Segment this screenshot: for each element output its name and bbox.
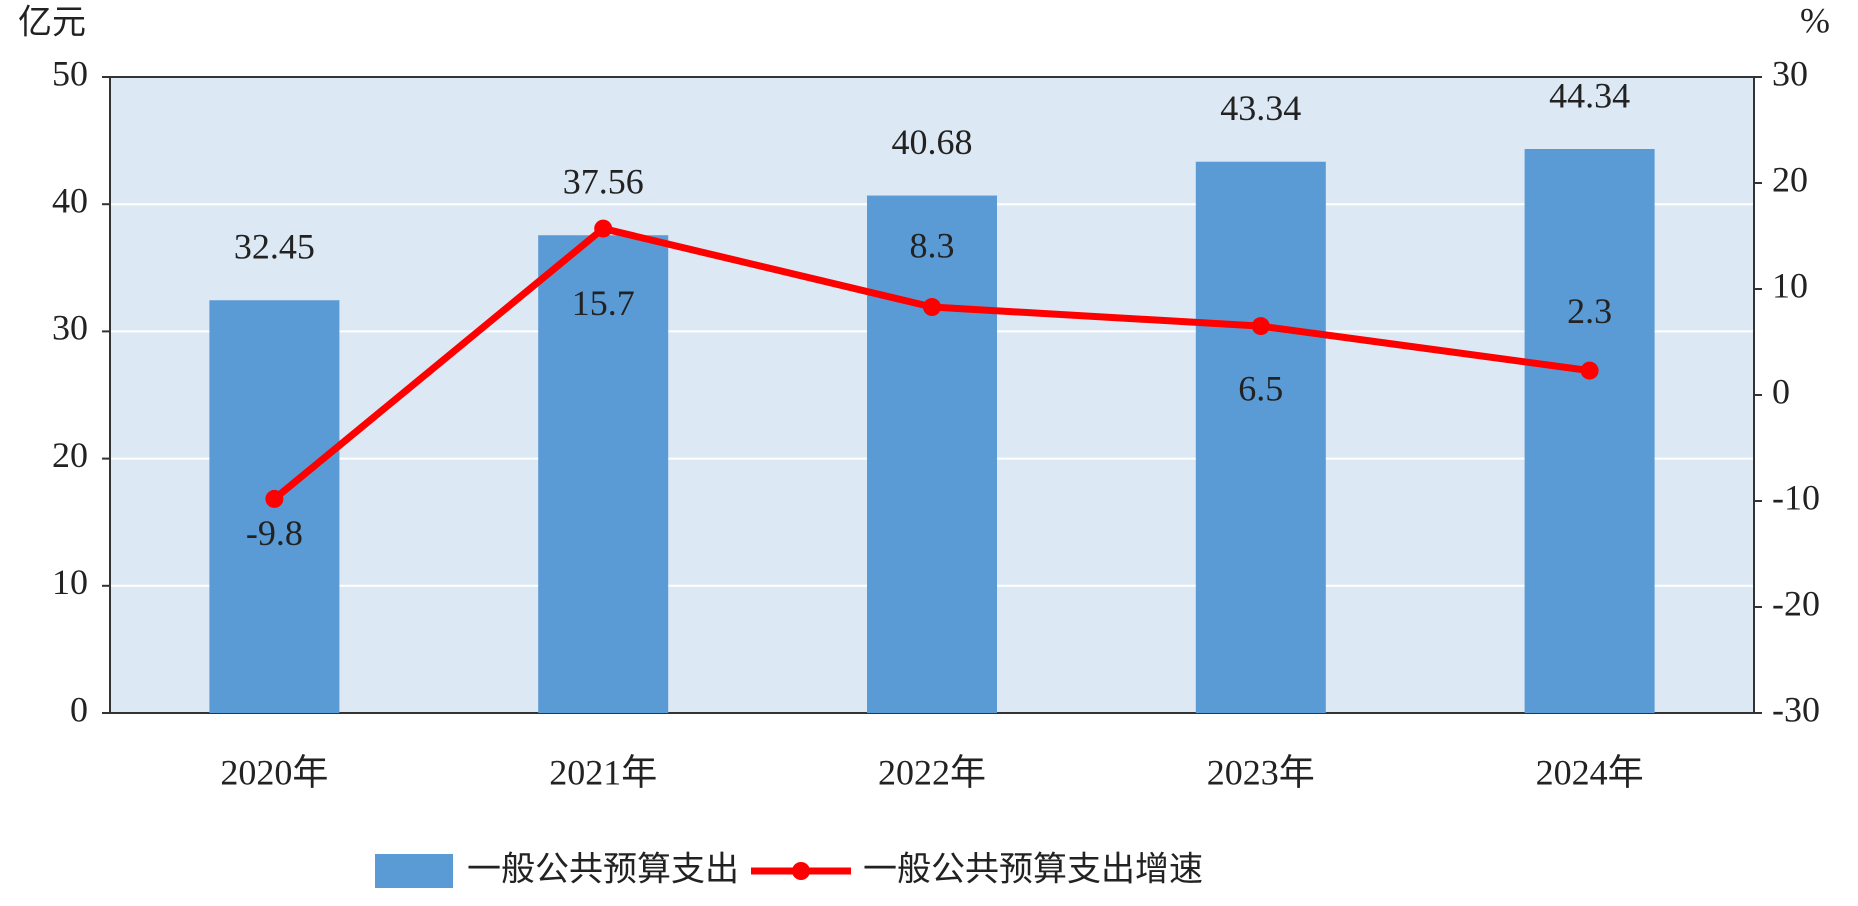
line-marker bbox=[1580, 361, 1599, 380]
bar bbox=[867, 195, 997, 713]
legend-label: 一般公共预算支出增速 bbox=[863, 850, 1203, 890]
y2-tick-label: -10 bbox=[1772, 477, 1820, 517]
line-value-label: 6.5 bbox=[1238, 368, 1283, 408]
line-marker bbox=[923, 298, 941, 317]
x-tick-label: 2024年 bbox=[1536, 752, 1644, 792]
bar-value-label: 40.68 bbox=[892, 122, 973, 162]
y-tick-label: 10 bbox=[52, 562, 88, 602]
legend-marker bbox=[792, 862, 810, 880]
y-tick-label: 0 bbox=[70, 689, 88, 729]
line-value-label: 15.7 bbox=[572, 283, 635, 323]
y-axis-label: 亿元 bbox=[18, 3, 86, 43]
y2-axis-label: % bbox=[1800, 0, 1830, 40]
y2-tick-label: -30 bbox=[1772, 689, 1820, 729]
y2-tick-label: 0 bbox=[1772, 371, 1790, 411]
y-tick-label: 40 bbox=[52, 180, 88, 220]
bar-value-label: 43.34 bbox=[1220, 88, 1301, 128]
line-value-label: 2.3 bbox=[1567, 291, 1612, 331]
y-tick-label: 50 bbox=[52, 53, 88, 93]
bar bbox=[1195, 161, 1326, 713]
y2-tick-label: 30 bbox=[1772, 53, 1808, 93]
y2-tick-label: -20 bbox=[1772, 583, 1820, 623]
y2-tick-label: 20 bbox=[1772, 159, 1808, 199]
y2-tick-label: 10 bbox=[1772, 265, 1808, 305]
bar-value-label: 44.34 bbox=[1549, 75, 1630, 115]
legend-label: 一般公共预算支出 bbox=[467, 850, 739, 890]
y-tick-label: 20 bbox=[52, 435, 88, 475]
bar-value-label: 37.56 bbox=[563, 162, 644, 202]
bar-value-label: 32.45 bbox=[234, 227, 315, 267]
x-tick-label: 2022年 bbox=[878, 752, 986, 792]
y-tick-label: 30 bbox=[52, 308, 88, 348]
x-tick-label: 2020年 bbox=[220, 752, 328, 792]
line-marker bbox=[265, 489, 284, 508]
x-tick-label: 2023年 bbox=[1207, 752, 1315, 792]
x-tick-label: 2021年 bbox=[549, 752, 657, 792]
line-marker bbox=[1251, 317, 1270, 336]
bar bbox=[538, 235, 669, 713]
bar bbox=[1524, 148, 1655, 714]
line-marker bbox=[594, 219, 613, 238]
legend-swatch bbox=[375, 854, 453, 888]
line-value-label: 8.3 bbox=[910, 225, 955, 265]
line-value-label: -9.8 bbox=[246, 513, 303, 553]
